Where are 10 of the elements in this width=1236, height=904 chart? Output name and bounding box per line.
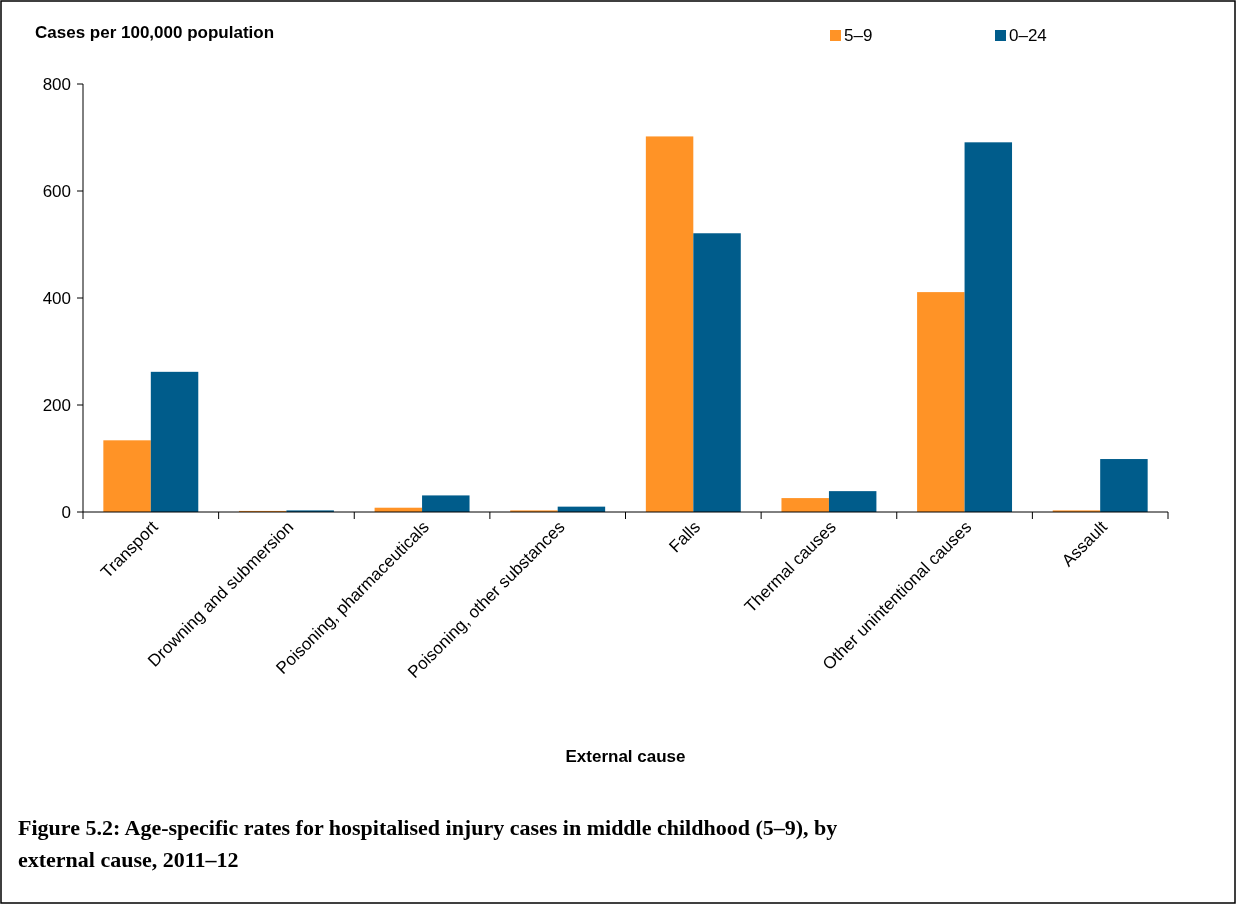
y-tick-label: 400 (42, 288, 71, 308)
legend-label: 5–9 (844, 26, 873, 45)
y-tick-label: 200 (42, 395, 71, 415)
y-tick-label: 0 (61, 502, 71, 522)
y-tick-label: 600 (42, 181, 71, 201)
y-tick-label: 800 (42, 74, 71, 94)
legend-label: 0–24 (1009, 26, 1047, 45)
text: Figure 5.2: Age-specific rates for hospitalised injury cases in middle childhood (5–9), by external cause, 2011–12 (18, 815, 838, 872)
y-axis-title: Cases per 100,000 population (35, 23, 275, 42)
x-axis-title: External cause (565, 747, 686, 766)
